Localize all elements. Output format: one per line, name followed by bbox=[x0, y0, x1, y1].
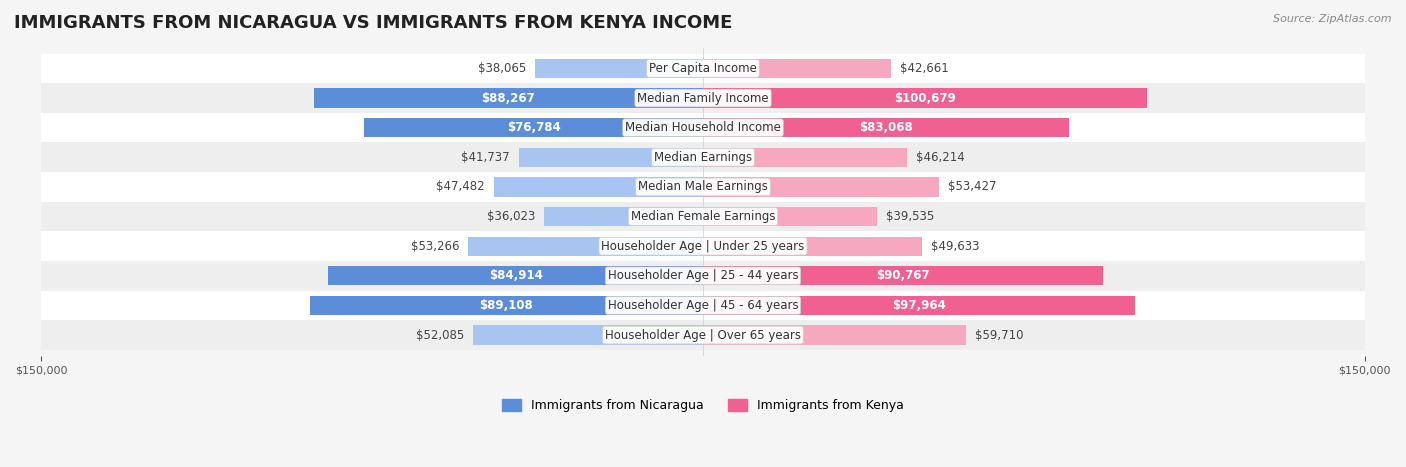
Bar bbox=[41, 54, 1365, 83]
Bar bbox=[41, 261, 1365, 290]
Legend: Immigrants from Nicaragua, Immigrants from Kenya: Immigrants from Nicaragua, Immigrants fr… bbox=[496, 394, 910, 417]
Text: Median Household Income: Median Household Income bbox=[626, 121, 780, 134]
Text: $41,737: $41,737 bbox=[461, 151, 510, 164]
Text: Householder Age | 25 - 44 years: Householder Age | 25 - 44 years bbox=[607, 269, 799, 283]
Bar bbox=[544, 207, 703, 226]
Bar bbox=[364, 118, 703, 137]
Bar bbox=[703, 296, 1135, 315]
Text: $59,710: $59,710 bbox=[976, 329, 1024, 341]
Bar bbox=[519, 148, 703, 167]
Bar bbox=[474, 325, 703, 345]
Text: Householder Age | Under 25 years: Householder Age | Under 25 years bbox=[602, 240, 804, 253]
Text: $97,964: $97,964 bbox=[893, 299, 946, 312]
Bar bbox=[41, 172, 1365, 202]
Text: Median Female Earnings: Median Female Earnings bbox=[631, 210, 775, 223]
Bar bbox=[703, 325, 966, 345]
Text: $88,267: $88,267 bbox=[481, 92, 536, 105]
Text: $89,108: $89,108 bbox=[479, 299, 533, 312]
Text: $52,085: $52,085 bbox=[416, 329, 464, 341]
Text: Median Family Income: Median Family Income bbox=[637, 92, 769, 105]
Text: $47,482: $47,482 bbox=[436, 180, 485, 193]
Bar bbox=[703, 118, 1070, 137]
Text: IMMIGRANTS FROM NICARAGUA VS IMMIGRANTS FROM KENYA INCOME: IMMIGRANTS FROM NICARAGUA VS IMMIGRANTS … bbox=[14, 14, 733, 32]
Text: $53,266: $53,266 bbox=[411, 240, 460, 253]
Bar bbox=[41, 290, 1365, 320]
Bar bbox=[703, 177, 939, 197]
Text: Median Earnings: Median Earnings bbox=[654, 151, 752, 164]
Text: $84,914: $84,914 bbox=[489, 269, 543, 283]
Text: Householder Age | Over 65 years: Householder Age | Over 65 years bbox=[605, 329, 801, 341]
Bar bbox=[41, 142, 1365, 172]
Text: $53,427: $53,427 bbox=[948, 180, 995, 193]
Bar bbox=[494, 177, 703, 197]
Bar bbox=[41, 231, 1365, 261]
Text: Householder Age | 45 - 64 years: Householder Age | 45 - 64 years bbox=[607, 299, 799, 312]
Bar bbox=[41, 320, 1365, 350]
Text: $36,023: $36,023 bbox=[486, 210, 536, 223]
Text: $38,065: $38,065 bbox=[478, 62, 526, 75]
Text: $100,679: $100,679 bbox=[894, 92, 956, 105]
Bar bbox=[41, 83, 1365, 113]
Text: $46,214: $46,214 bbox=[915, 151, 965, 164]
Bar bbox=[41, 113, 1365, 142]
Bar bbox=[309, 296, 703, 315]
Text: $76,784: $76,784 bbox=[506, 121, 561, 134]
Bar bbox=[703, 88, 1147, 108]
Text: $39,535: $39,535 bbox=[886, 210, 935, 223]
Bar bbox=[703, 266, 1104, 285]
Bar bbox=[703, 59, 891, 78]
Bar bbox=[41, 202, 1365, 231]
Bar bbox=[703, 148, 907, 167]
Text: $49,633: $49,633 bbox=[931, 240, 980, 253]
Text: Per Capita Income: Per Capita Income bbox=[650, 62, 756, 75]
Bar bbox=[703, 207, 877, 226]
Text: $83,068: $83,068 bbox=[859, 121, 912, 134]
Bar bbox=[329, 266, 703, 285]
Text: $90,767: $90,767 bbox=[876, 269, 929, 283]
Bar bbox=[468, 237, 703, 256]
Bar bbox=[703, 237, 922, 256]
Bar bbox=[536, 59, 703, 78]
Text: $42,661: $42,661 bbox=[900, 62, 949, 75]
Text: Source: ZipAtlas.com: Source: ZipAtlas.com bbox=[1274, 14, 1392, 24]
Text: Median Male Earnings: Median Male Earnings bbox=[638, 180, 768, 193]
Bar bbox=[314, 88, 703, 108]
